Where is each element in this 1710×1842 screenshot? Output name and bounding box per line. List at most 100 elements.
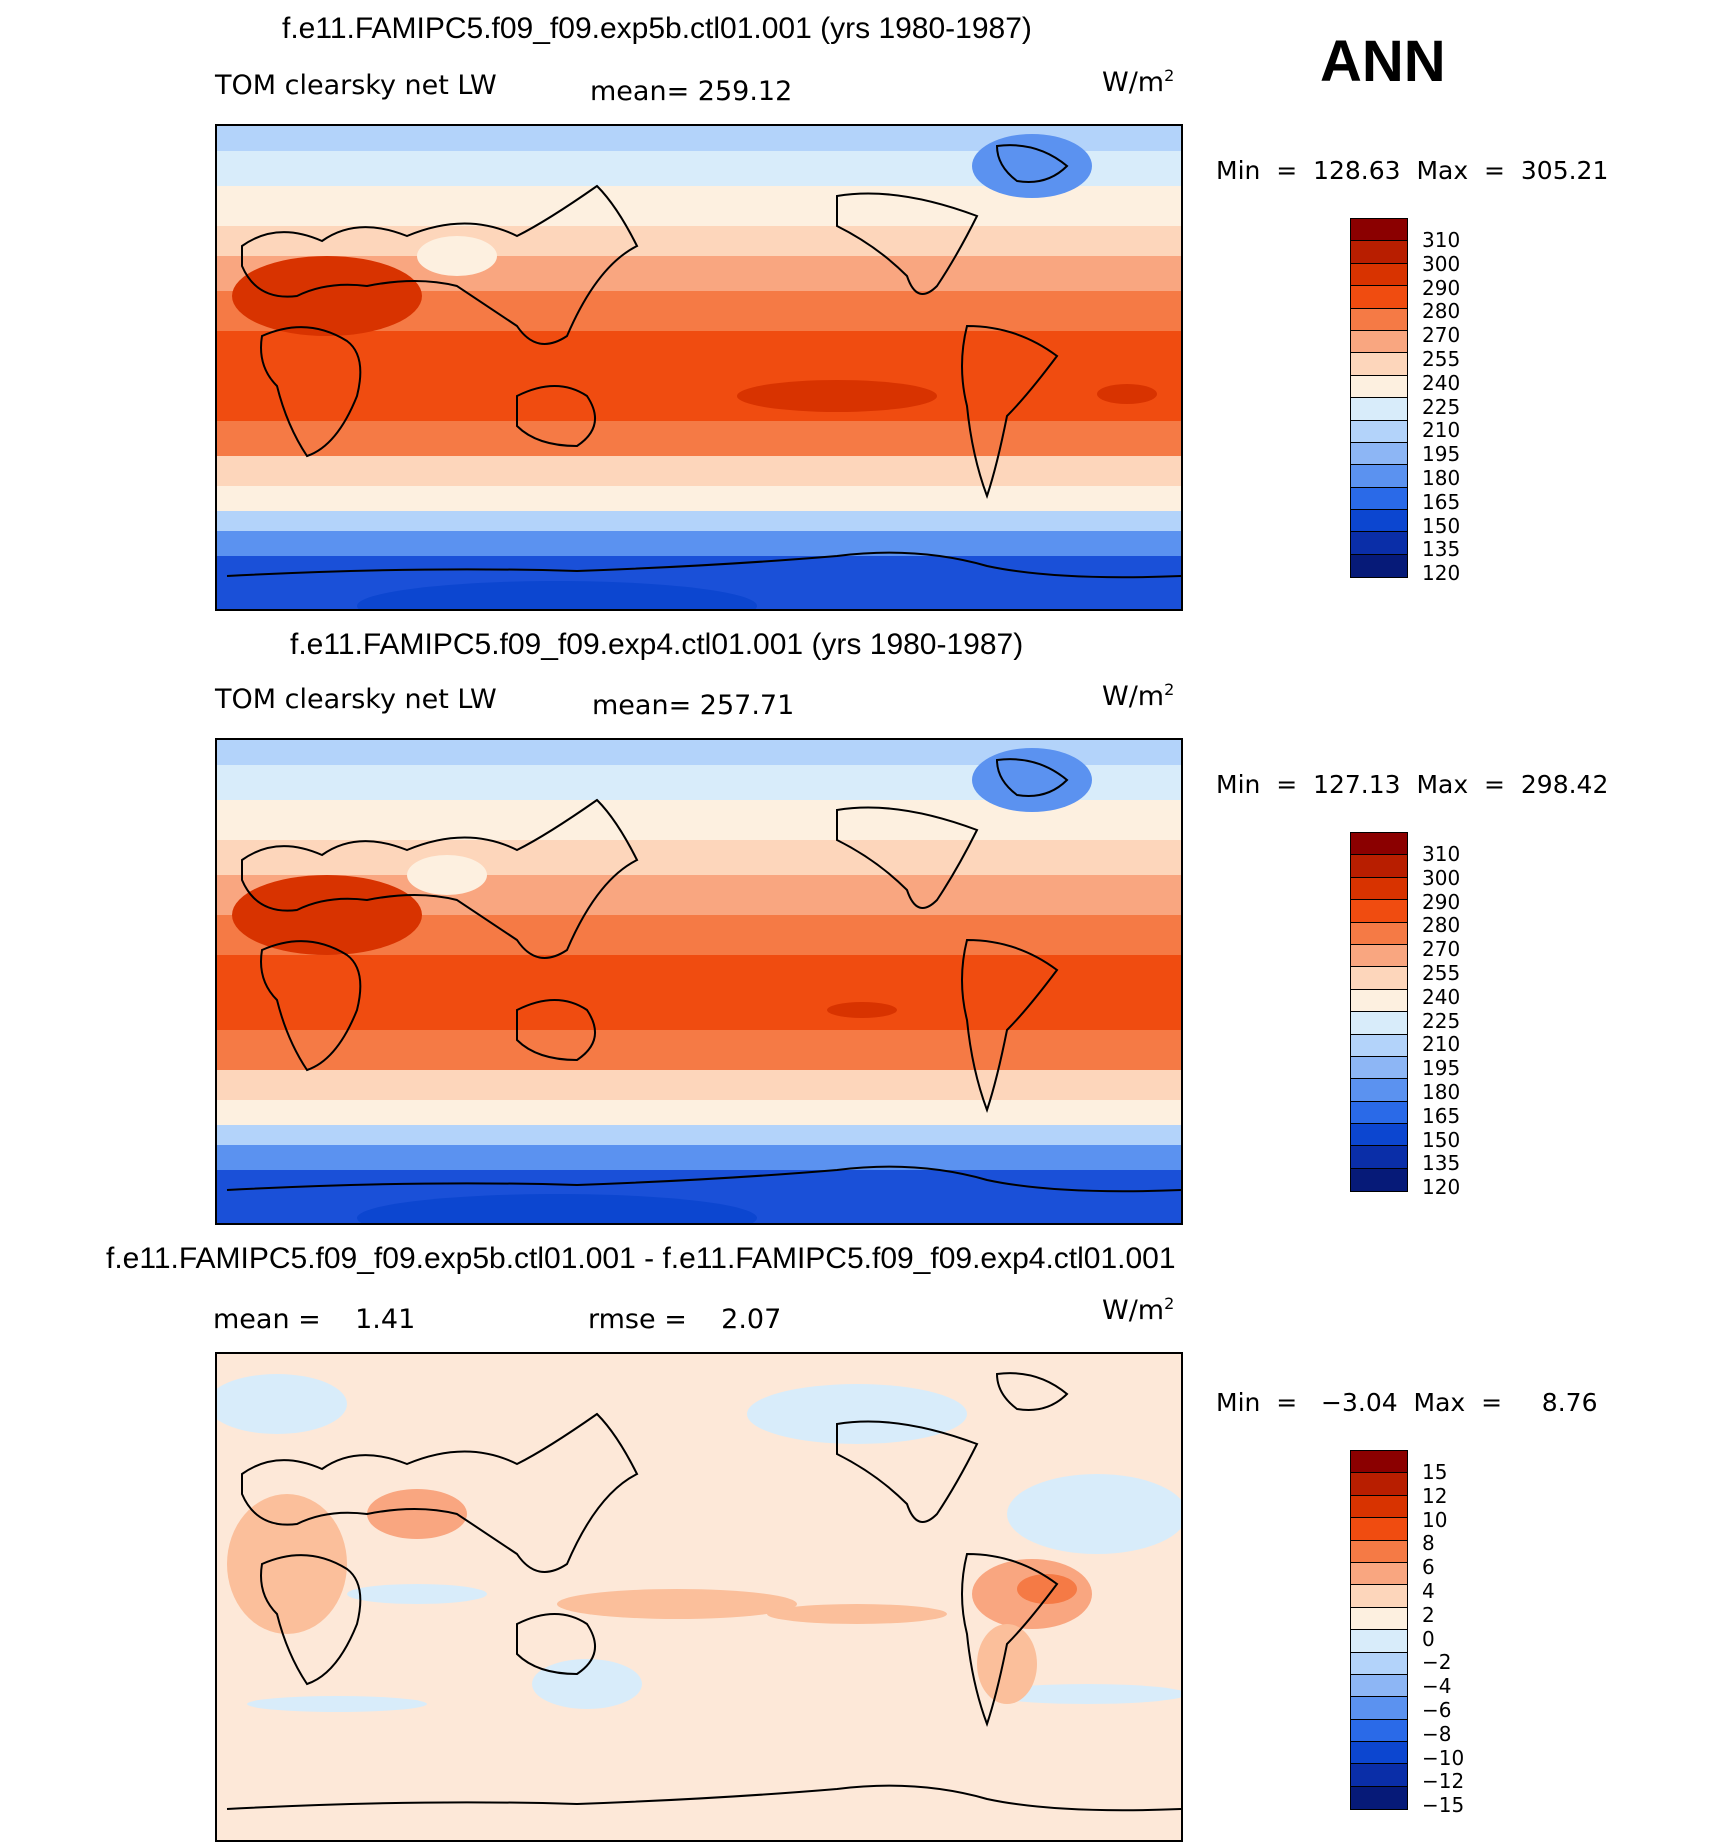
colorbar-label: 15 (1422, 1460, 1448, 1484)
colorbar-cell (1351, 1451, 1407, 1474)
colorbar-cell (1351, 554, 1407, 578)
rmse-value: 2.07 (721, 1304, 782, 1335)
panel-title: f.e11.FAMIPC5.f09_f09.exp4.ctl01.001 (yr… (290, 628, 1024, 661)
colorbar-label: 280 (1422, 913, 1461, 938)
colorbar-label: 195 (1422, 442, 1461, 467)
colorbar-label: 270 (1422, 937, 1461, 962)
global-map (215, 738, 1183, 1225)
colorbar-label: −8 (1422, 1721, 1452, 1746)
colorbar-cell (1351, 944, 1407, 968)
colorbar-label: 290 (1422, 889, 1461, 914)
colorbar-cell (1351, 442, 1407, 466)
colorbar-label: 290 (1422, 275, 1461, 300)
colorbar-cell (1351, 375, 1407, 399)
variable-label: TOM clearsky net LW (215, 684, 497, 715)
colorbar-cell (1351, 308, 1407, 331)
colorbar-cell (1351, 1079, 1407, 1102)
colorbar-cell (1351, 855, 1407, 878)
colorbar-cell (1351, 510, 1407, 533)
colorbar-label: 210 (1422, 1032, 1461, 1057)
colorbar (1350, 218, 1408, 579)
colorbar-label: 310 (1422, 228, 1461, 252)
colorbar-cell (1351, 1168, 1407, 1192)
colorbar-cell (1351, 1697, 1407, 1720)
colorbar-label: 225 (1422, 1008, 1461, 1033)
min-max-label: Min = 128.63 Max = 305.21 (1216, 156, 1609, 185)
panel-title: f.e11.FAMIPC5.f09_f09.exp5b.ctl01.001 - … (106, 1242, 1176, 1275)
colorbar-label: 240 (1422, 984, 1461, 1009)
colorbar-label: 310 (1422, 842, 1461, 866)
variable-label: TOM clearsky net LW (215, 70, 497, 101)
colorbar-cell (1351, 487, 1407, 511)
colorbar-cell (1351, 1540, 1407, 1563)
colorbar-label: 225 (1422, 394, 1461, 419)
colorbar-cell (1351, 263, 1407, 287)
global-map (215, 1352, 1183, 1842)
colorbar-label: 135 (1422, 1151, 1461, 1176)
colorbar-label: 255 (1422, 347, 1461, 371)
colorbar-cell (1351, 1473, 1407, 1496)
colorbar-label: −4 (1422, 1674, 1452, 1699)
colorbar-label: −2 (1422, 1650, 1452, 1675)
colorbar-label: 165 (1422, 489, 1461, 514)
colorbar-label: 195 (1422, 1056, 1461, 1081)
colorbar-cell (1351, 1742, 1407, 1765)
colorbar-label: 10 (1422, 1507, 1448, 1532)
colorbar-label: 300 (1422, 251, 1461, 276)
colorbar-cell (1351, 900, 1407, 923)
mean-label: mean= 259.12 (590, 76, 793, 107)
colorbar-cell (1351, 398, 1407, 421)
colorbar (1350, 832, 1408, 1193)
colorbar-label: 255 (1422, 961, 1461, 985)
colorbar-cell (1351, 330, 1407, 354)
mean-value: 257.71 (699, 690, 795, 721)
global-map (215, 124, 1183, 611)
colorbar-cell (1351, 353, 1407, 376)
colorbar-cell (1351, 420, 1407, 443)
colorbar-label: 120 (1422, 561, 1461, 586)
colorbar-cell (1351, 922, 1407, 945)
colorbar-label: 12 (1422, 1483, 1448, 1508)
colorbar-label: 120 (1422, 1175, 1461, 1200)
colorbar-label: 280 (1422, 299, 1461, 324)
colorbar-cell (1351, 833, 1407, 856)
colorbar-label: 165 (1422, 1103, 1461, 1128)
units-label: W/m2 (1102, 1294, 1175, 1326)
colorbar-label: 240 (1422, 370, 1461, 395)
panel-title: f.e11.FAMIPC5.f09_f09.exp5b.ctl01.001 (y… (282, 12, 1032, 45)
colorbar-label: 180 (1422, 466, 1461, 490)
colorbar-label: 0 (1422, 1626, 1435, 1651)
colorbar-label: 2 (1422, 1602, 1435, 1627)
colorbar-label: −10 (1422, 1745, 1465, 1770)
colorbar-cell (1351, 1786, 1407, 1810)
colorbar-label: 270 (1422, 323, 1461, 348)
mean-label: mean= 257.71 (592, 690, 795, 721)
colorbar-cell (1351, 241, 1407, 264)
mean-value: 1.41 (355, 1304, 416, 1335)
colorbar-label: −15 (1422, 1793, 1465, 1818)
colorbar-cell (1351, 1674, 1407, 1698)
colorbar-label: 300 (1422, 865, 1461, 890)
colorbar-label: 150 (1422, 513, 1461, 538)
colorbar-label: 150 (1422, 1127, 1461, 1152)
mean-label: mean = 1.41 (213, 1304, 416, 1335)
colorbar-cell (1351, 1652, 1407, 1675)
colorbar-label: −6 (1422, 1698, 1452, 1722)
colorbar-cell (1351, 1124, 1407, 1147)
colorbar-label: 180 (1422, 1080, 1461, 1104)
colorbar-cell (1351, 1764, 1407, 1787)
colorbar-cell (1351, 1518, 1407, 1541)
units-label: W/m2 (1102, 680, 1175, 712)
colorbar-cell (1351, 1146, 1407, 1169)
colorbar-cell (1351, 465, 1407, 488)
colorbar-cell (1351, 1585, 1407, 1608)
colorbar-cell (1351, 1056, 1407, 1080)
rmse-label: rmse = 2.07 (588, 1304, 782, 1335)
min-max-label: Min = −3.04 Max = 8.76 (1216, 1388, 1598, 1417)
colorbar-label: 135 (1422, 537, 1461, 562)
colorbar-cell (1351, 219, 1407, 242)
colorbar-cell (1351, 1562, 1407, 1586)
min-max-label: Min = 127.13 Max = 298.42 (1216, 770, 1609, 799)
colorbar (1350, 1450, 1408, 1811)
colorbar-label: 8 (1422, 1531, 1435, 1556)
